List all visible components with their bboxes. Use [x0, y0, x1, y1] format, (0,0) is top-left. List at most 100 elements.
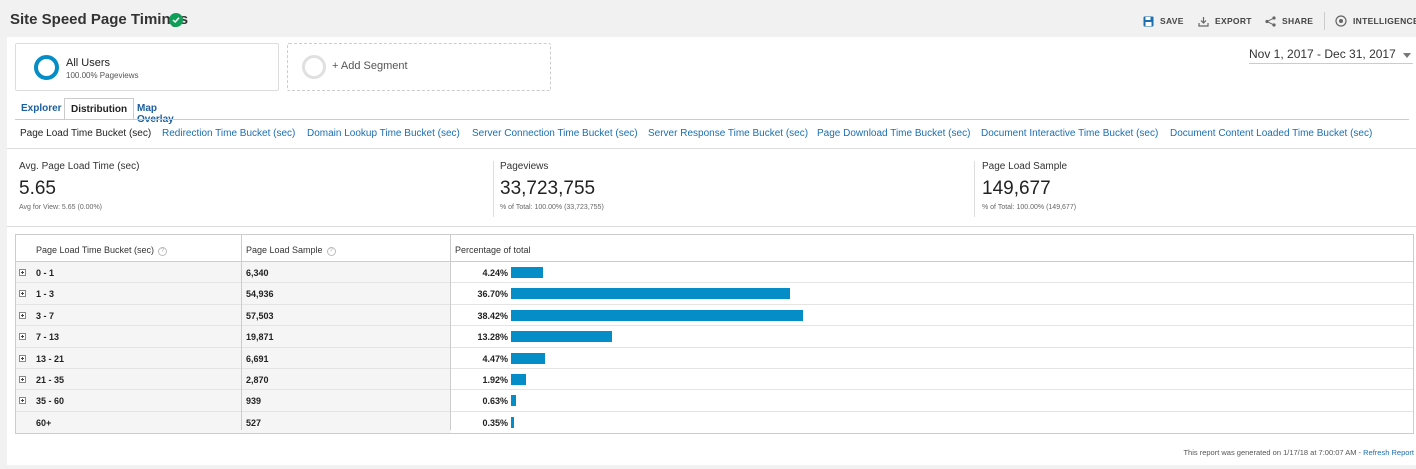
- metrics-divider: [7, 226, 1416, 227]
- metric-label: Avg. Page Load Time (sec): [19, 161, 140, 172]
- sample-cell: [242, 347, 451, 368]
- bucket-label: 0 - 1: [36, 268, 55, 278]
- sample-cell: [242, 304, 451, 326]
- metric-subtext: % of Total: 100.00% (33,723,755): [500, 204, 604, 211]
- dimension-page-load-time[interactable]: Page Load Time Bucket (sec): [20, 128, 152, 139]
- bucket-cell: [16, 368, 242, 390]
- column-header-sample[interactable]: Page Load Sample?: [246, 235, 336, 262]
- sample-value: 939: [246, 396, 262, 407]
- sample-value: 19,871: [246, 332, 274, 343]
- metric-label: Page Load Sample: [982, 161, 1068, 172]
- export-label: EXPORT: [1215, 16, 1252, 26]
- column-header-percentage: Percentage of total: [455, 245, 531, 255]
- bucket-cell: [16, 283, 242, 304]
- dimension-redirection-time[interactable]: Redirection Time Bucket (sec): [162, 128, 296, 139]
- table-row[interactable]: 7 - 13 19,871 13.28%: [16, 326, 1413, 348]
- tab-map-overlay[interactable]: Map Overlay: [137, 103, 174, 125]
- bucket-cell: [16, 411, 242, 434]
- sample-cell: [242, 326, 451, 347]
- percentage-value: 38.42%: [477, 310, 508, 321]
- dimension-page-download-time[interactable]: Page Download Time Bucket (sec): [817, 128, 971, 139]
- save-icon: [1143, 16, 1154, 26]
- bucket-label: 60+: [36, 417, 52, 428]
- verified-check-icon: [169, 13, 183, 27]
- empty-segment-ring-icon: [302, 55, 326, 79]
- sample-cell: [242, 368, 451, 390]
- bucket-label: 21 - 35: [36, 374, 65, 385]
- dimension-domain-lookup-time[interactable]: Domain Lookup Time Bucket (sec): [307, 128, 460, 139]
- actions-divider: [1324, 12, 1325, 30]
- bucket-cell: [16, 262, 242, 283]
- report-footer: This report was generated on 1/17/18 at …: [1183, 448, 1414, 457]
- save-label: SAVE: [1160, 16, 1184, 26]
- sample-value: 527: [246, 417, 262, 428]
- date-range-picker[interactable]: Nov 1, 2017 - Dec 31, 2017: [1249, 46, 1413, 64]
- sample-cell: [242, 262, 451, 283]
- percentage-bar: [511, 416, 514, 428]
- expand-row-icon[interactable]: [19, 375, 26, 383]
- segment-name: All Users: [66, 57, 111, 69]
- percentage-bar: [511, 288, 790, 300]
- help-icon[interactable]: ?: [326, 247, 336, 256]
- intelligence-label: INTELLIGENCE: [1353, 16, 1416, 26]
- metric-value: 5.65: [19, 178, 56, 199]
- intelligence-button[interactable]: INTELLIGENCE: [1335, 13, 1416, 29]
- percentage-bar: [511, 309, 803, 321]
- refresh-report-link[interactable]: Refresh Report: [1363, 448, 1414, 457]
- add-segment-button[interactable]: + Add Segment: [287, 43, 551, 91]
- table-row[interactable]: 1 - 3 54,936 36.70%: [16, 283, 1413, 305]
- column-header-label: Page Load Sample: [246, 245, 323, 255]
- help-icon[interactable]: ?: [158, 247, 168, 256]
- share-icon: [1265, 15, 1276, 27]
- percentage-bar: [511, 267, 544, 278]
- sample-value: 6,691: [246, 353, 269, 364]
- dimension-server-response-time[interactable]: Server Response Time Bucket (sec): [648, 128, 809, 139]
- tab-distribution[interactable]: Distribution: [64, 98, 135, 120]
- expand-row-icon[interactable]: [19, 290, 26, 298]
- dimension-document-interactive-time[interactable]: Document Interactive Time Bucket (sec): [981, 128, 1159, 139]
- expand-row-icon[interactable]: [19, 354, 26, 362]
- percentage-value: 4.24%: [482, 268, 508, 278]
- expand-row-icon[interactable]: [19, 333, 26, 341]
- date-range-label: Nov 1, 2017 - Dec 31, 2017: [1249, 47, 1396, 61]
- percentage-value: 0.63%: [482, 396, 508, 407]
- bucket-cell: [16, 347, 242, 368]
- table-row[interactable]: 35 - 60 939 0.63%: [16, 390, 1413, 412]
- page-title: Site Speed Page Timings: [10, 11, 189, 28]
- add-segment-label: + Add Segment: [332, 60, 408, 72]
- sample-value: 54,936: [246, 289, 274, 300]
- save-button[interactable]: SAVE: [1143, 13, 1184, 29]
- expand-row-icon[interactable]: [19, 311, 26, 319]
- table-row[interactable]: 13 - 21 6,691 4.47%: [16, 347, 1413, 369]
- percentage-value: 1.92%: [482, 374, 508, 385]
- report-header: Site Speed Page Timings SAVE EXPORT SHAR…: [0, 0, 1416, 40]
- share-button[interactable]: SHARE: [1265, 13, 1313, 29]
- tab-explorer[interactable]: Explorer: [21, 103, 62, 114]
- export-button[interactable]: EXPORT: [1198, 13, 1252, 29]
- table-row[interactable]: 0 - 1 6,340 4.24%: [16, 262, 1413, 284]
- bucket-label: 3 - 7: [36, 310, 55, 321]
- table-row[interactable]: 21 - 35 2,870 1.92%: [16, 368, 1413, 391]
- bucket-label: 35 - 60: [36, 396, 65, 407]
- segment-ring-icon: [34, 55, 59, 80]
- distribution-table: Page Load Time Bucket (sec)? Page Load S…: [15, 234, 1414, 435]
- expand-row-icon[interactable]: [19, 397, 26, 405]
- report-panel: All Users 100.00% Pageviews + Add Segmen…: [7, 37, 1416, 465]
- bucket-label: 13 - 21: [36, 353, 65, 364]
- dimension-server-connection-time[interactable]: Server Connection Time Bucket (sec): [472, 128, 638, 139]
- expand-row-icon[interactable]: [19, 269, 26, 276]
- table-row[interactable]: 60+ 527 0.35%: [16, 411, 1413, 434]
- segment-all-users[interactable]: All Users 100.00% Pageviews: [15, 43, 279, 91]
- metric-divider: [974, 161, 975, 217]
- column-header-bucket[interactable]: Page Load Time Bucket (sec)?: [36, 235, 168, 262]
- metric-avg-page-load-time: Avg. Page Load Time (sec) 5.65 Avg for V…: [19, 161, 139, 211]
- segment-subtitle: 100.00% Pageviews: [66, 71, 139, 80]
- dimension-document-content-loaded-time[interactable]: Document Content Loaded Time Bucket (sec…: [1170, 128, 1373, 139]
- column-divider: [450, 235, 451, 430]
- bucket-cell: [16, 304, 242, 326]
- table-row[interactable]: 3 - 7 57,503 38.42%: [16, 304, 1413, 327]
- bucket-cell: [16, 390, 242, 411]
- metric-subtext: Avg for View: 5.65 (0.00%): [19, 204, 103, 211]
- metric-value: 33,723,755: [500, 178, 596, 199]
- metric-page-load-sample: Page Load Sample 149,677 % of Total: 100…: [982, 161, 1076, 211]
